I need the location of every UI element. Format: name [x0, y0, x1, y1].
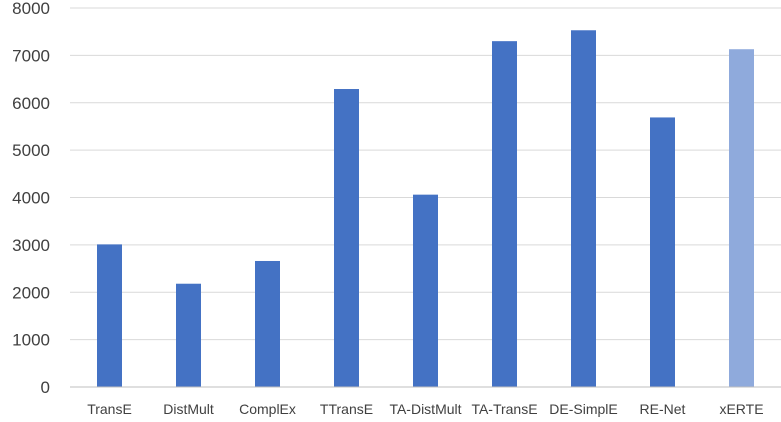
bar-distmult — [176, 283, 201, 387]
y-axis-tick-labels: 0 1000 2000 3000 4000 5000 6000 7000 8000 — [12, 0, 50, 397]
y-tick-label: 4000 — [12, 189, 50, 208]
y-tick-label: 8000 — [12, 0, 50, 18]
x-category-label: xERTE — [719, 401, 763, 417]
bar-complex — [255, 260, 280, 387]
bar-xerte — [729, 49, 754, 388]
y-tick-label: 6000 — [12, 94, 50, 113]
x-category-label: ComplEx — [239, 401, 296, 417]
x-category-label: DistMult — [163, 401, 214, 417]
bar-transe — [97, 244, 122, 387]
bar-ttranse — [334, 89, 359, 387]
x-category-label: RE-Net — [640, 401, 686, 417]
bar-ta-distmult — [413, 194, 438, 387]
bar-ta-transe — [492, 41, 517, 387]
y-tick-label: 5000 — [12, 141, 50, 160]
bar-de-simple — [571, 30, 596, 388]
x-axis-category-labels: TransE DistMult ComplEx TTransE TA-DistMult T… — [87, 401, 763, 417]
bars — [97, 30, 754, 388]
x-category-label: TA-TransE — [471, 401, 537, 417]
bar-re-net — [650, 117, 675, 387]
y-tick-label: 1000 — [12, 331, 50, 350]
x-category-label: DE-SimplE — [549, 401, 617, 417]
x-category-label: TTransE — [320, 401, 373, 417]
x-category-label: TransE — [87, 401, 132, 417]
y-tick-label: 3000 — [12, 236, 50, 255]
y-tick-label: 2000 — [12, 283, 50, 302]
x-category-label: TA-DistMult — [389, 401, 461, 417]
y-tick-label: 7000 — [12, 46, 50, 65]
y-tick-label: 0 — [41, 378, 50, 397]
